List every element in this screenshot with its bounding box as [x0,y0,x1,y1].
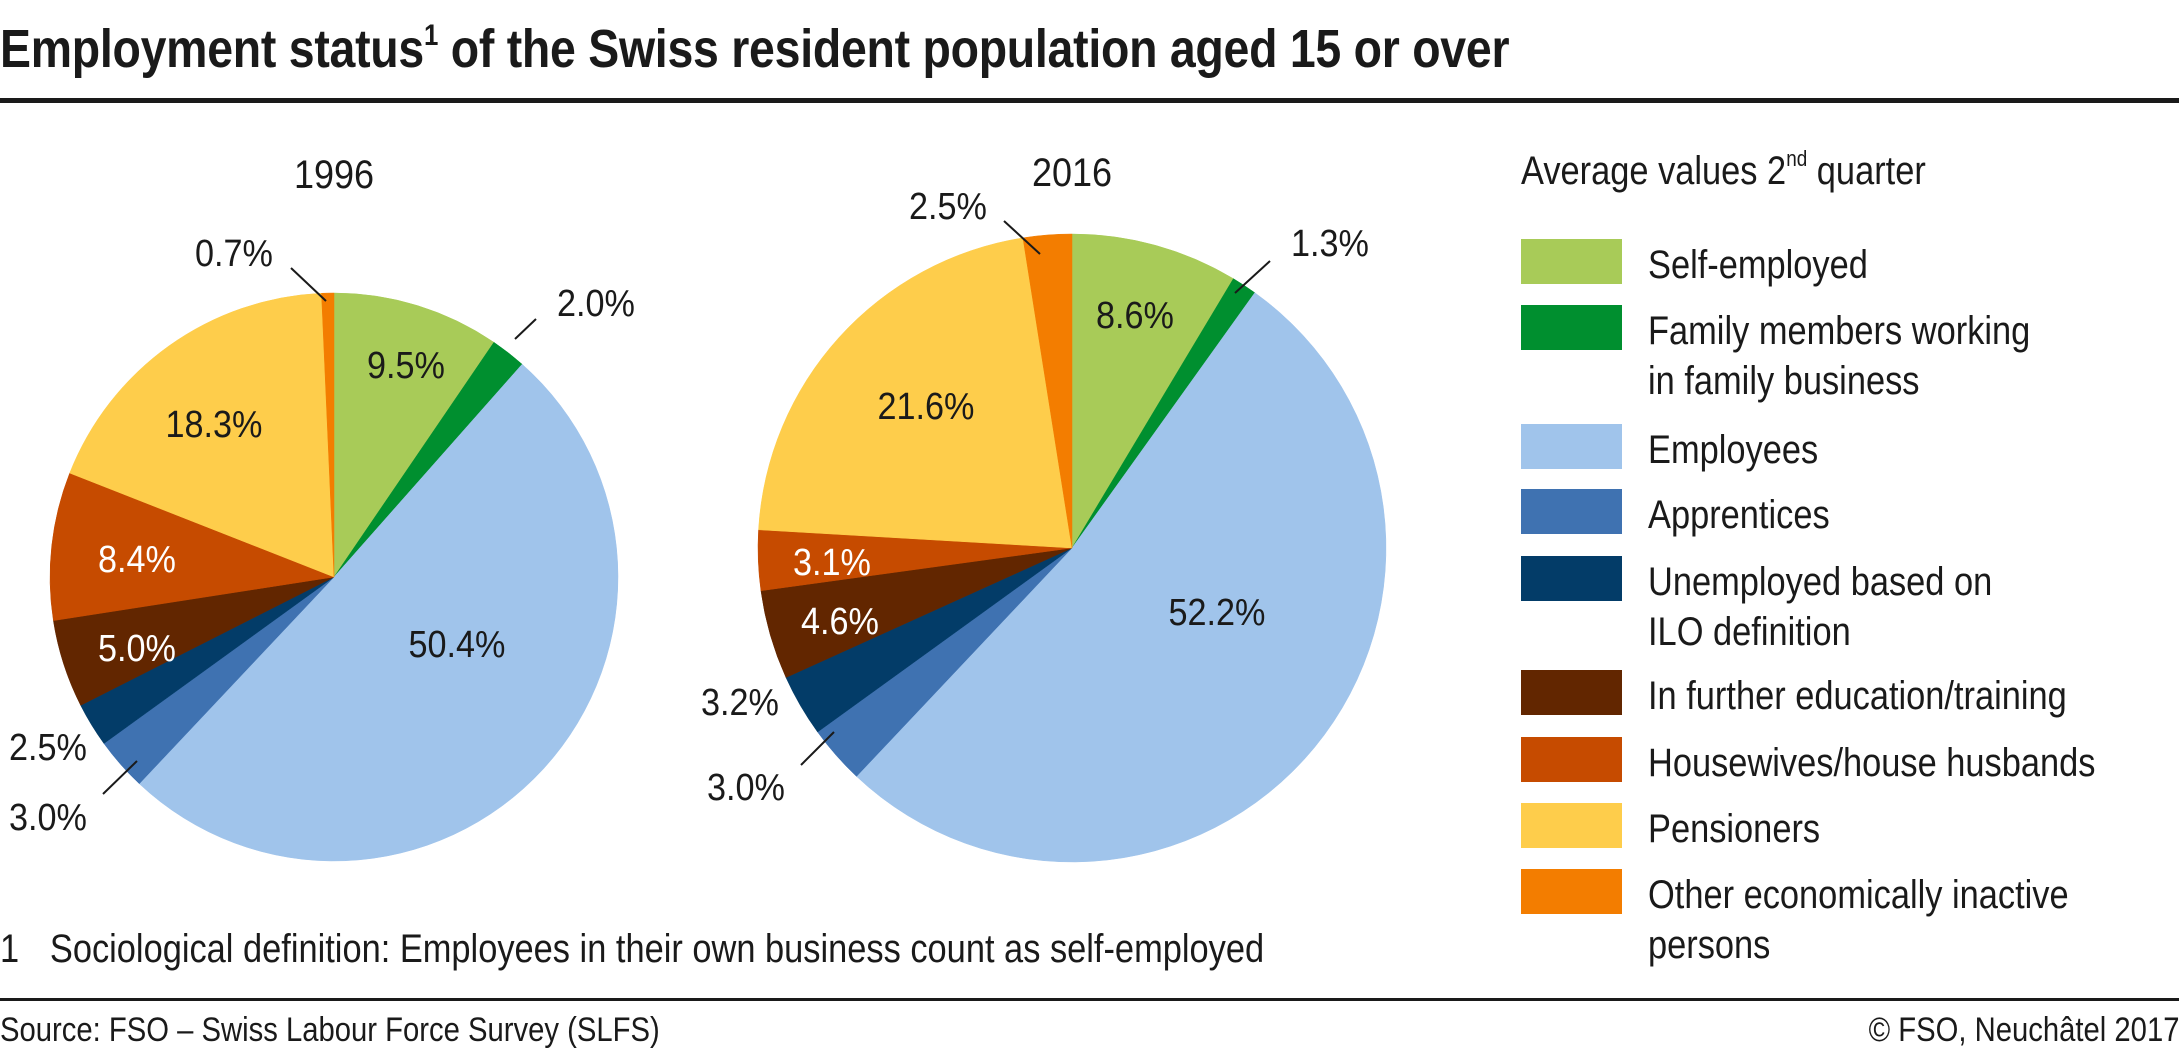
legend-label: Self-employed [1648,243,1868,287]
data-label-housewives: 8.4% [98,537,176,580]
pie-slice-self_employed [1071,233,1234,549]
pie-slice-housewives [49,472,335,621]
data-label-family_members: 1.3% [1291,221,1369,264]
data-label-pensioners: 21.6% [878,384,975,427]
legend-label: Family members working in family busines… [1648,309,2031,403]
chart-title-main: Employment status [0,19,424,79]
pie-slice-other_inactive [321,292,335,578]
leader-line [102,760,138,795]
data-label-housewives: 3.1% [793,540,871,583]
data-label-self_employed: 8.6% [1096,293,1174,336]
pie-slice-self_employed [333,292,495,578]
title-footnote-marker: 1 [423,19,439,52]
legend-swatch [1521,556,1622,601]
footnote-number: 1 [0,927,20,971]
legend-label: In further education/training [1648,674,2067,718]
legend-title-text-end: quarter [1807,149,1926,193]
data-label-family_members: 2.0% [557,281,635,324]
legend-label: Pensioners [1648,807,1821,851]
legend-swatch [1521,737,1622,782]
data-label-employees: 50.4% [409,622,506,665]
pie-title: 1996 [294,153,374,197]
title-rule [0,98,2179,103]
data-label-unemployed_ilo: 2.5% [9,725,87,768]
pie-slice-employees [138,363,619,862]
legend-label: Housewives/house husbands [1648,741,2096,785]
chart-title-rest: of the Swiss resident population aged 15… [438,19,1510,79]
leader-line [1003,220,1041,255]
data-label-self_employed: 9.5% [367,343,445,386]
data-label-other_inactive: 2.5% [909,184,987,227]
legend-title-sup: nd [1786,146,1808,171]
legend-swatch [1521,670,1622,715]
copyright-note: © FSO, Neuchâtel 2017 [1868,1011,2179,1049]
footer-rule [0,998,2179,1001]
legend-swatch [1521,869,1622,914]
data-label-employees: 52.2% [1169,590,1266,633]
leader-line [800,731,835,766]
data-label-other_inactive: 0.7% [195,231,273,274]
footnote: 1 Sociological definition: Employees in t… [0,927,1264,972]
pie-2016: 2016 8.6% 1.3% 52.2% 3.0% 3.2% 4.6% 3.1% 21.6% 2.… [701,151,1387,863]
data-label-apprentices: 3.0% [707,765,785,808]
legend-title: Average values 2nd quarter [1521,146,1926,194]
leader-line [290,267,327,302]
chart-title: Employment status1 of the Swiss resident… [0,18,1510,80]
legend-label: Apprentices [1648,493,1830,537]
data-label-apprentices: 3.0% [9,795,87,838]
legend-label: Unemployed based on ILO definition [1648,560,1993,654]
legend-swatch [1521,803,1622,848]
data-label-further_education: 5.0% [98,626,176,669]
legend-swatch [1521,305,1622,350]
pie-1996: 1996 9.5% 2.0% 50.4% 3.0% 2.5% 5.0% 8.4% 18.3% 0.… [9,153,635,862]
legend-swatch [1521,489,1622,534]
data-label-pensioners: 18.3% [166,402,263,445]
legend-swatch [1521,239,1622,284]
source-note: Source: FSO – Swiss Labour Force Survey … [0,1011,660,1049]
footnote-text: Sociological definition: Employees in th… [49,927,1265,971]
legend-label: Other economically inactive persons [1648,873,2069,967]
data-label-further_education: 4.6% [801,599,879,642]
pie-title: 2016 [1032,151,1112,195]
data-label-unemployed_ilo: 3.2% [701,680,779,723]
leader-line [514,318,537,340]
legend-label: Employees [1648,428,1819,472]
pie-slice-employees [856,292,1387,863]
leader-line [1234,260,1271,294]
pie-slice-pensioners [758,237,1073,549]
pie-slice-pensioners [69,293,335,578]
legend-swatch [1521,424,1622,469]
legend-title-text: Average values 2 [1521,149,1787,193]
